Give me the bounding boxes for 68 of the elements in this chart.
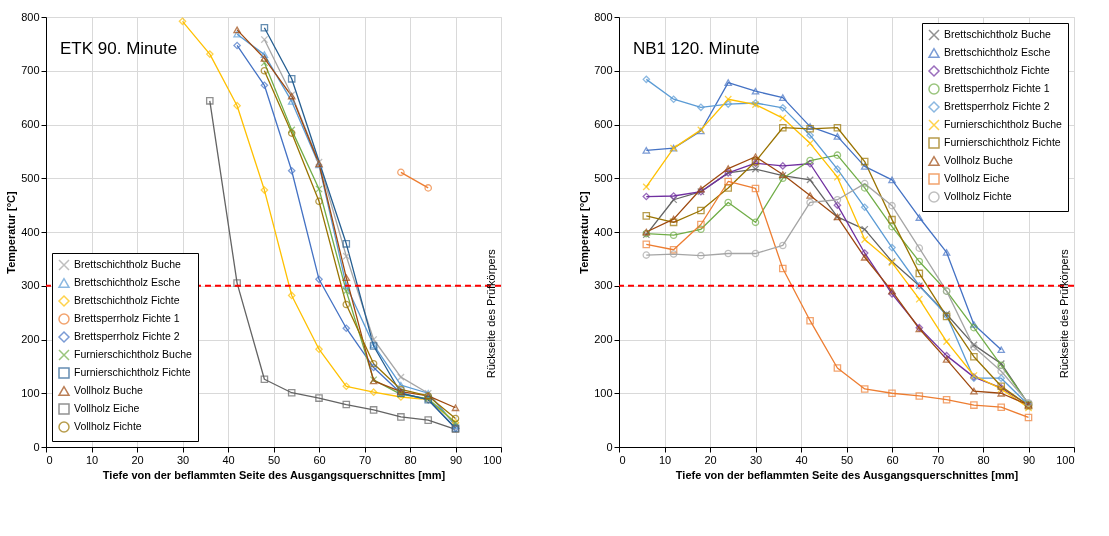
y-axis-title: Temperatur [°C] — [5, 190, 18, 274]
x-tick-label: 40 — [222, 453, 235, 466]
x-axis-title: Tiefe von der beflammten Seite des Ausgangsquerschnittes [mm] — [102, 468, 446, 481]
x-tick-label: 90 — [449, 453, 463, 466]
y-tick-label: 200 — [21, 333, 40, 345]
legend-label: Brettsperrholz Fichte 2 — [944, 100, 1050, 112]
annotation: NB1 120. Minute — [633, 39, 760, 58]
x-tick-label: 60 — [313, 453, 326, 466]
x-axis-title: Tiefe von der beflammten Seite des Ausgangsquerschnittes [mm] — [675, 468, 1019, 481]
x-tick-label: 10 — [85, 453, 99, 466]
legend-label: Brettsperrholz Fichte 1 — [74, 312, 180, 324]
legend-label: Vollholz Buche — [944, 154, 1014, 166]
x-tick-label: 100 — [483, 453, 502, 466]
x-tick-label: 100 — [1056, 453, 1075, 466]
y-tick-label: 200 — [594, 333, 613, 345]
y-tick-label: 0 — [606, 440, 613, 453]
legend-label: Vollholz Fichte — [74, 420, 142, 432]
y-tick-label: 100 — [21, 386, 40, 399]
x-tick-label: 70 — [358, 453, 372, 466]
legend-label: Brettschichtholz Esche — [74, 276, 181, 288]
x-tick-label: 40 — [795, 453, 808, 466]
y-tick-label: 700 — [21, 64, 40, 77]
y-tick-label: 500 — [21, 171, 40, 184]
legend-label: Vollholz Eiche — [944, 172, 1010, 184]
y-tick-label: 600 — [21, 118, 40, 130]
y-axis-title: Temperatur [°C] — [578, 190, 591, 274]
x-tick-label: 0 — [619, 453, 626, 466]
y-tick-label: 300 — [594, 279, 613, 292]
y-tick-label: 500 — [594, 171, 613, 184]
legend-label: Brettschichtholz Buche — [74, 258, 181, 270]
legend-label: Brettsperrholz Fichte 1 — [944, 82, 1050, 94]
legend-label: Furnierschichtholz Fichte — [944, 136, 1061, 148]
legend-label: Furnierschichtholz Fichte — [74, 366, 191, 378]
legend-label: Brettschichtholz Buche — [944, 28, 1051, 40]
x-tick-label: 70 — [931, 453, 945, 466]
x-tick-label: 50 — [840, 453, 854, 466]
legend-label: Vollholz Fichte — [944, 190, 1012, 202]
y-tick-label: 100 — [594, 386, 613, 399]
legend-label: Brettschichtholz Esche — [944, 46, 1051, 58]
legend-label: Furnierschichtholz Buche — [944, 118, 1063, 130]
x-tick-label: 30 — [749, 453, 763, 466]
legend-label: Vollholz Buche — [74, 384, 144, 396]
y-tick-label: 0 — [33, 440, 40, 453]
x-tick-label: 60 — [886, 453, 899, 466]
x-tick-label: 20 — [704, 453, 717, 466]
y-tick-label: 300 — [21, 279, 40, 292]
legend-label: Brettschichtholz Fichte — [74, 294, 180, 306]
x-tick-label: 80 — [977, 453, 990, 466]
y-tick-label: 400 — [594, 225, 613, 238]
y-tick-label: 800 — [594, 10, 613, 23]
x-tick-label: 0 — [46, 453, 53, 466]
legend-label: Brettsperrholz Fichte 2 — [74, 330, 180, 342]
legend-label: Vollholz Eiche — [74, 402, 140, 414]
x-tick-label: 50 — [267, 453, 281, 466]
legend-label: Brettschichtholz Fichte — [944, 64, 1050, 76]
x-tick-label: 90 — [1022, 453, 1036, 466]
x-tick-label: 10 — [658, 453, 672, 466]
annotation: Rückseite des Prüfkörpers — [1058, 248, 1070, 379]
annotation: ETK 90. Minute — [60, 39, 178, 58]
x-tick-label: 80 — [404, 453, 417, 466]
legend-label: Furnierschichtholz Buche — [74, 348, 193, 360]
x-tick-label: 30 — [176, 453, 190, 466]
y-tick-label: 700 — [594, 64, 613, 77]
x-tick-label: 20 — [131, 453, 144, 466]
y-tick-label: 600 — [594, 118, 613, 130]
y-tick-label: 800 — [21, 10, 40, 23]
annotation: Rückseite des Prüfkörpers — [485, 248, 497, 379]
y-tick-label: 400 — [21, 225, 40, 238]
